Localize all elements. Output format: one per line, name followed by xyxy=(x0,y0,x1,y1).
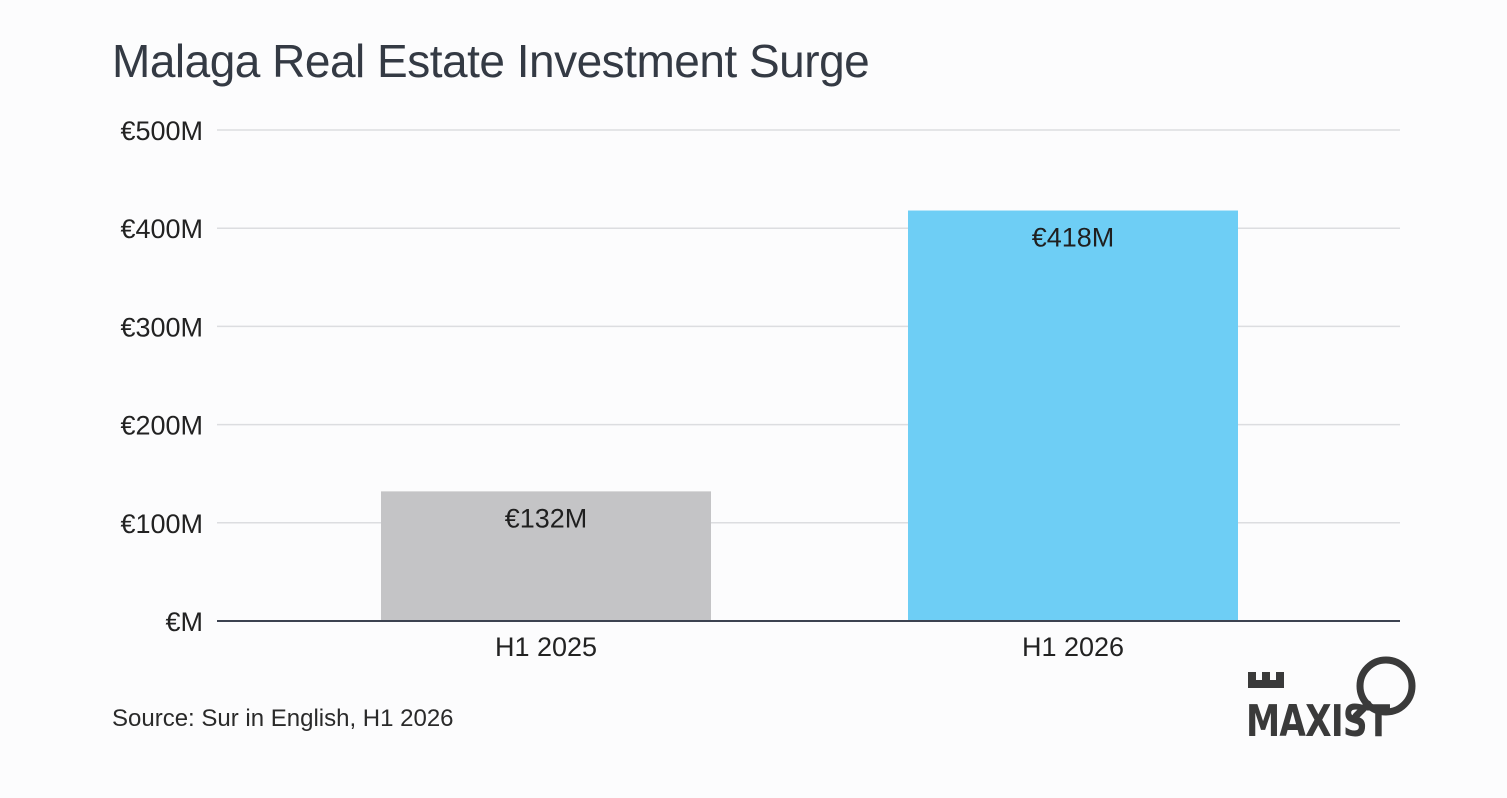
bar-value-label: €418M xyxy=(1032,223,1115,253)
y-tick-label: €400M xyxy=(120,214,203,244)
y-tick-label: €200M xyxy=(120,411,203,441)
bar-value-label: €132M xyxy=(505,503,588,533)
maxist-logo: MAXIST xyxy=(1244,652,1424,752)
x-axis-ticks: H1 2025 H1 2026 xyxy=(495,632,1124,662)
chart-title: Malaga Real Estate Investment Surge xyxy=(112,35,870,87)
y-tick-label: €M xyxy=(165,607,203,637)
bars: €132M €418M xyxy=(381,210,1238,622)
x-tick-label: H1 2025 xyxy=(495,632,597,662)
y-tick-label: €500M xyxy=(120,116,203,146)
y-tick-label: €300M xyxy=(120,312,203,342)
source-note: Source: Sur in English, H1 2026 xyxy=(112,705,454,732)
key-castle-icon xyxy=(1248,656,1416,720)
logo-text: MAXIST xyxy=(1246,696,1390,747)
bar xyxy=(381,491,711,621)
x-tick-label: H1 2026 xyxy=(1022,632,1124,662)
y-tick-label: €100M xyxy=(120,509,203,539)
y-axis-ticks: €M €100M €200M €300M €400M €500M xyxy=(120,116,203,637)
bar xyxy=(908,210,1238,622)
